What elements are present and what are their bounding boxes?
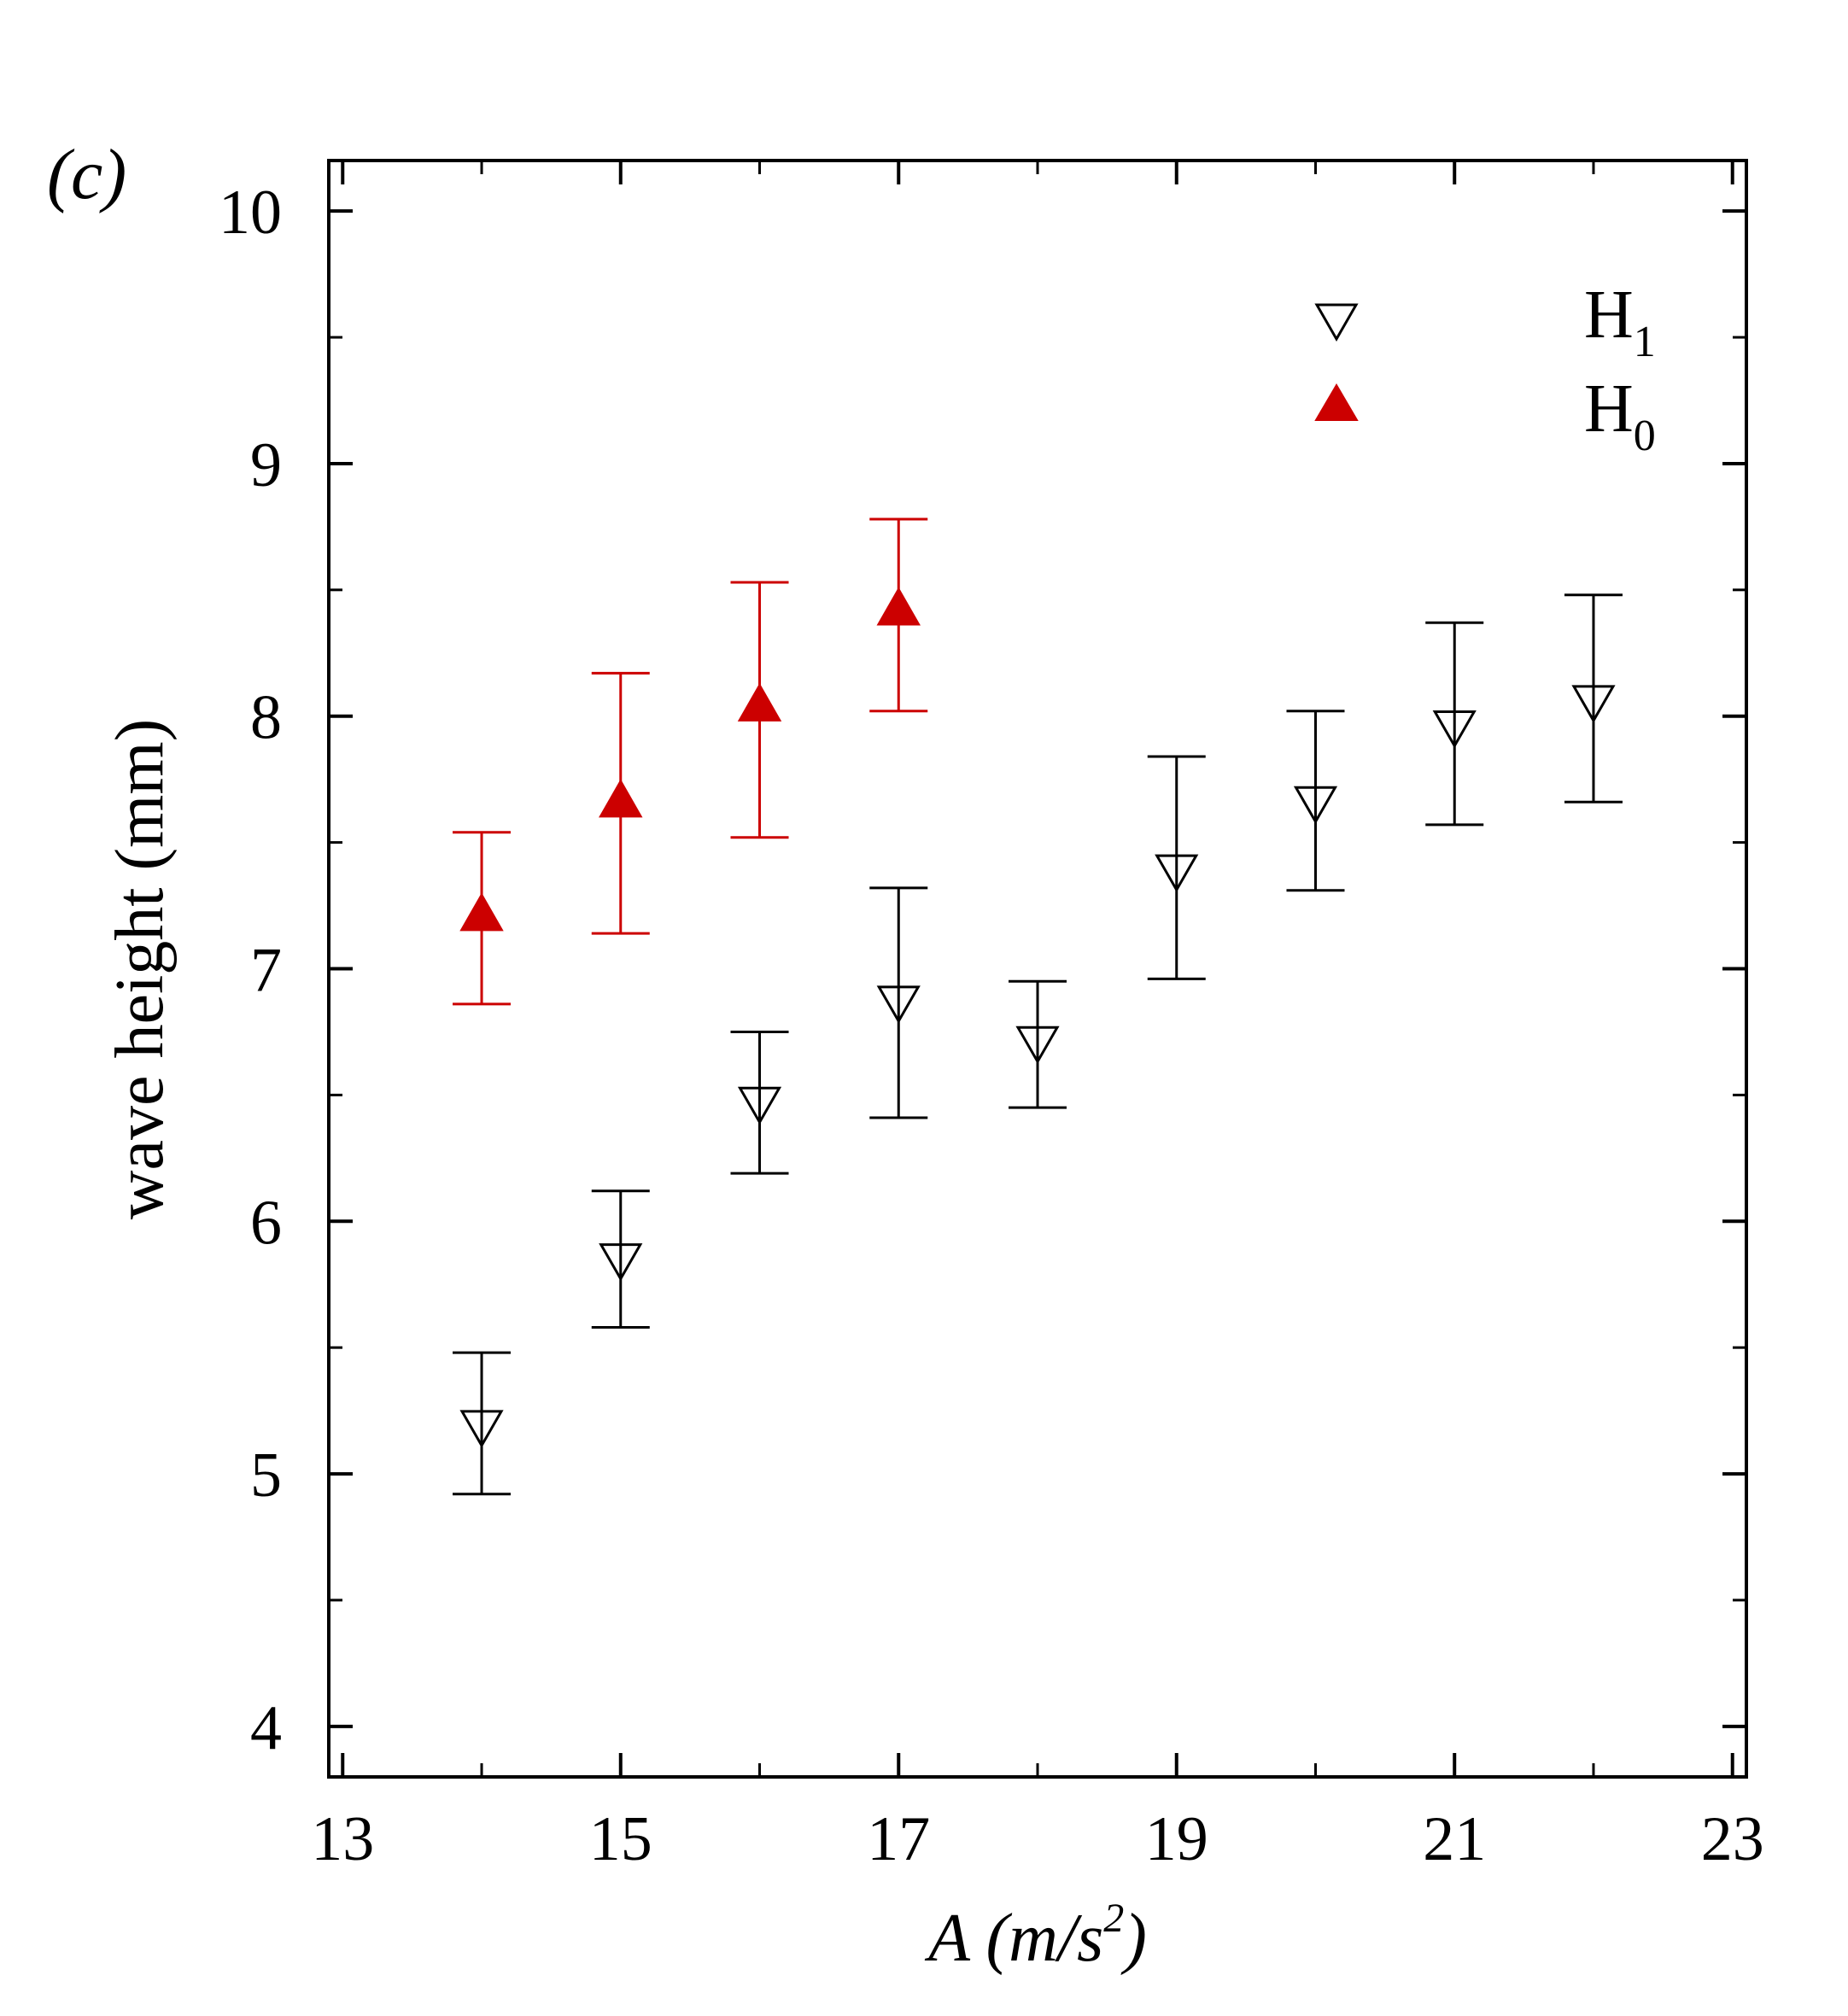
legend-marker-h1 xyxy=(1314,303,1359,342)
panel-label: (c) xyxy=(47,135,126,214)
y-tick-label: 9 xyxy=(250,430,282,500)
x-tick-label: 21 xyxy=(1423,1804,1486,1874)
legend-label-h1: H1 xyxy=(1584,278,1656,366)
x-tick-label: 19 xyxy=(1145,1804,1208,1874)
x-axis-label-superscript: 2 xyxy=(1103,1896,1124,1941)
data-point xyxy=(1432,710,1477,749)
x-tick-label: 15 xyxy=(589,1804,652,1874)
y-tick-label: 6 xyxy=(250,1188,282,1258)
y-tick-label: 10 xyxy=(219,178,282,248)
legend-label-h1-main: H xyxy=(1584,278,1634,353)
data-point xyxy=(599,1243,643,1282)
legend-label-h0-sub: 0 xyxy=(1634,412,1656,460)
plot-frame xyxy=(327,159,1748,1779)
x-tick-label: 13 xyxy=(311,1804,374,1874)
data-point xyxy=(1155,854,1199,893)
series-h1 xyxy=(453,593,1623,1496)
x-tick-label: 17 xyxy=(867,1804,930,1874)
legend-label-h1-sub: 1 xyxy=(1634,318,1656,366)
legend-label-h0-main: H xyxy=(1584,371,1634,447)
data-point xyxy=(876,587,921,626)
y-tick-label: 5 xyxy=(250,1440,282,1511)
x-axis-label-prefix: A xyxy=(924,1901,971,1976)
x-ticks: 13 15 17 19 21 23 xyxy=(311,161,1764,1874)
x-axis-label-close: ) xyxy=(1120,1901,1147,1976)
x-axis-label: A (m/s2) xyxy=(924,1896,1147,1976)
data-point xyxy=(1571,685,1616,723)
x-tick-label: 23 xyxy=(1701,1804,1764,1874)
legend-marker-h0 xyxy=(1314,383,1359,421)
data-point xyxy=(599,779,643,818)
y-tick-label: 7 xyxy=(250,936,282,1006)
data-point xyxy=(459,892,504,932)
series-h0 xyxy=(453,517,928,1006)
data-point xyxy=(737,682,782,722)
x-axis-label-open: (m/s xyxy=(969,1901,1104,1976)
data-point xyxy=(737,1086,782,1125)
data-point xyxy=(876,985,921,1024)
y-tick-label: 4 xyxy=(250,1693,282,1763)
legend-label-h0: H0 xyxy=(1584,371,1656,460)
data-point xyxy=(1293,786,1338,825)
series-layer xyxy=(453,517,1623,1496)
data-point xyxy=(459,1410,504,1448)
y-tick-label: 8 xyxy=(250,683,282,753)
y-axis-label: wave height (mm) xyxy=(102,719,178,1219)
data-point xyxy=(1015,1026,1060,1065)
legend: H1 H0 xyxy=(1314,278,1656,460)
